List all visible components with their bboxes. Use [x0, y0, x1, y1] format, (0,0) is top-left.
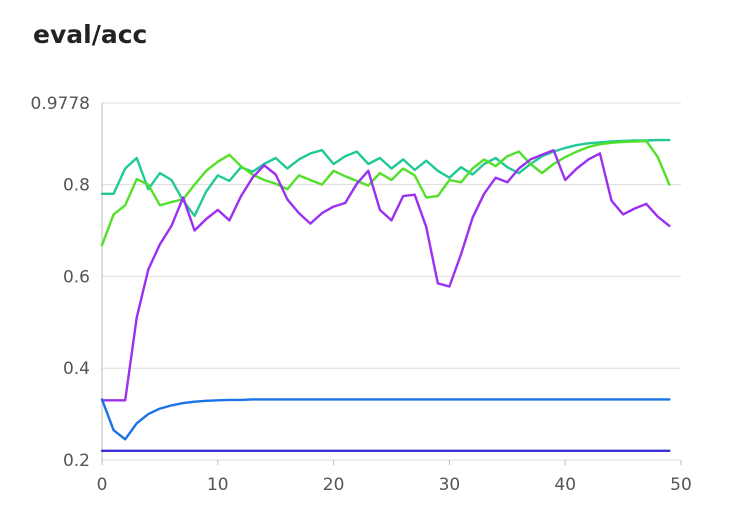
series-line-2 [100, 139, 671, 247]
x-tick-label: 10 [207, 475, 229, 495]
chart-title: eval/acc [33, 20, 148, 49]
y-tick-label: 0.8 [63, 176, 90, 196]
y-tick-label: 0.6 [63, 267, 90, 287]
x-tick-label: 50 [670, 475, 692, 495]
x-tick-label: 0 [97, 475, 108, 495]
x-tick-label: 30 [439, 475, 461, 495]
series-line-4 [100, 398, 671, 441]
tick-labels: 0.2 0.4 0.6 0.8 0.9778 0 10 20 30 40 50 [31, 94, 692, 495]
series-line-3 [100, 148, 671, 402]
y-tick-label: 0.9778 [31, 94, 90, 114]
series-line-1 [100, 138, 671, 218]
grid-lines [102, 102, 681, 461]
y-tick-label: 0.4 [63, 359, 90, 379]
series-lines [100, 138, 671, 452]
y-tick-label: 0.2 [63, 451, 90, 471]
x-tick-label: 20 [323, 475, 345, 495]
x-tick-label: 40 [554, 475, 576, 495]
